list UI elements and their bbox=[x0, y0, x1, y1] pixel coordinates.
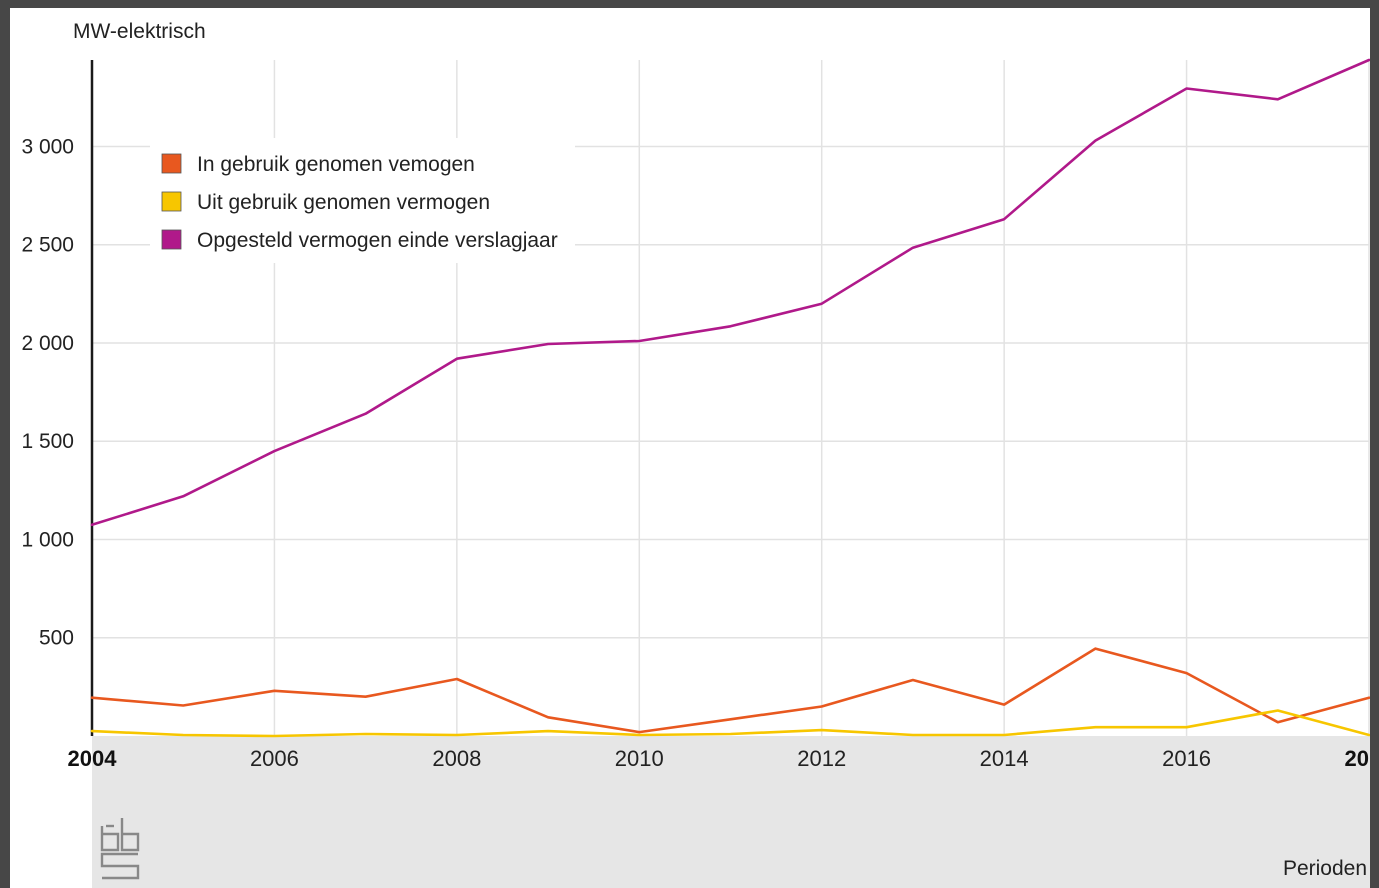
legend-swatch-1 bbox=[161, 191, 182, 212]
x-axis-band bbox=[92, 736, 1370, 888]
y-tick-label: 2 000 bbox=[21, 332, 74, 355]
line-chart: 500 1 000 1 500 2 000 2 500 3 000 2004 2006 2008… bbox=[21, 20, 1370, 888]
series-line-0 bbox=[90, 647, 1370, 734]
x-axis-label: Perioden bbox=[1283, 857, 1367, 880]
y-tick-label: 500 bbox=[39, 627, 74, 650]
x-tick-label: 2014 bbox=[980, 746, 1029, 771]
cbs-logo-stroke bbox=[120, 818, 140, 852]
x-tick-label: 2006 bbox=[250, 746, 299, 771]
series-line-1 bbox=[90, 709, 1370, 738]
y-tick-label: 3 000 bbox=[21, 135, 74, 158]
legend-swatch-2 bbox=[161, 229, 182, 250]
x-tick-label: 2018 bbox=[1345, 746, 1370, 771]
cbs-logo-stroke bbox=[100, 852, 140, 880]
y-unit-label: MW-elektrisch bbox=[73, 20, 206, 43]
cbs-logo-stroke bbox=[100, 826, 120, 852]
legend-swatch-0 bbox=[161, 153, 182, 174]
x-tick-label: 2004 bbox=[68, 746, 118, 771]
legend-box bbox=[150, 138, 575, 263]
cbs-logo-icon bbox=[100, 818, 140, 880]
chart-frame: 500 1 000 1 500 2 000 2 500 3 000 2004 2006 2008… bbox=[10, 8, 1370, 888]
legend-label-0: In gebruik genomen vemogen bbox=[197, 153, 475, 176]
legend-label-2: Opgesteld vermogen einde verslagjaar bbox=[197, 229, 558, 252]
x-tick-label: 2010 bbox=[615, 746, 664, 771]
x-tick-label: 2008 bbox=[432, 746, 481, 771]
series-line-2 bbox=[90, 58, 1370, 527]
y-tick-label: 2 500 bbox=[21, 234, 74, 257]
y-tick-label: 1 000 bbox=[21, 528, 74, 551]
legend-label-1: Uit gebruik genomen vermogen bbox=[197, 191, 490, 214]
x-tick-label: 2012 bbox=[797, 746, 846, 771]
y-tick-label: 1 500 bbox=[21, 430, 74, 453]
x-tick-label: 2016 bbox=[1162, 746, 1211, 771]
